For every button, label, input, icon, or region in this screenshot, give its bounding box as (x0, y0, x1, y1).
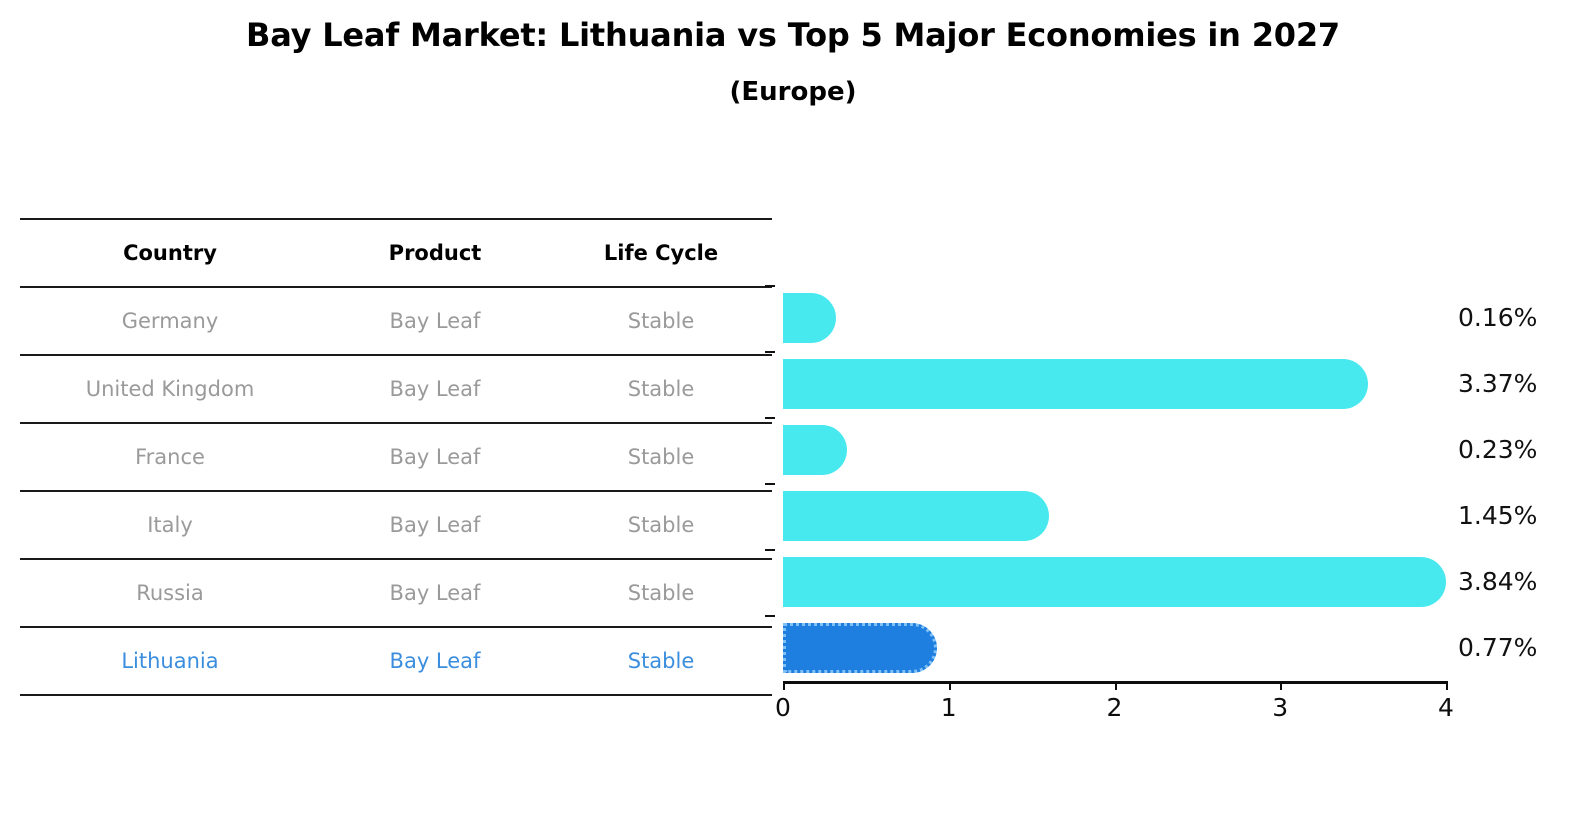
table-row: Russia Bay Leaf Stable (20, 558, 772, 628)
table-cell-product: Bay Leaf (320, 286, 550, 356)
table-cell-life-cycle: Stable (550, 354, 772, 424)
table-cell-life-cycle: Stable (550, 626, 772, 696)
y-axis-tick (765, 483, 775, 485)
table-cell-country: Russia (20, 558, 320, 628)
table-cell-product: Bay Leaf (320, 558, 550, 628)
table-row: Lithuania Bay Leaf Stable (20, 626, 772, 696)
x-axis-tick-label: 0 (775, 693, 791, 722)
column-header-country: Country (20, 218, 320, 288)
y-axis-tick (765, 615, 775, 617)
bar-value-label: 0.77% (1458, 633, 1538, 662)
title-block: Bay Leaf Market: Lithuania vs Top 5 Majo… (0, 12, 1586, 114)
x-axis-tick-label: 3 (1272, 693, 1289, 722)
table-row: Italy Bay Leaf Stable (20, 490, 772, 560)
bar-row (765, 285, 1446, 351)
x-axis-tick-label: 1 (940, 693, 957, 722)
bar-chart-plot-area (765, 285, 1446, 681)
x-axis-tick (783, 681, 785, 690)
table-cell-country: Lithuania (20, 626, 320, 696)
bar-united-kingdom (783, 359, 1368, 409)
y-axis-tick (765, 351, 775, 353)
bar-russia (783, 557, 1446, 607)
table-cell-life-cycle: Stable (550, 286, 772, 356)
x-axis-tick-label: 4 (1438, 693, 1454, 722)
x-axis-tick (1114, 681, 1117, 690)
bar-row (765, 417, 1446, 483)
table-row: United Kingdom Bay Leaf Stable (20, 354, 772, 424)
table-row: France Bay Leaf Stable (20, 422, 772, 492)
bar-value-label: 0.16% (1458, 303, 1538, 332)
data-table-container: Country Product Life Cycle Germany Bay Le… (20, 218, 772, 696)
table-cell-country: France (20, 422, 320, 492)
table-cell-life-cycle: Stable (550, 558, 772, 628)
page-title: Bay Leaf Market: Lithuania vs Top 5 Majo… (246, 16, 1340, 54)
table-cell-product: Bay Leaf (320, 490, 550, 560)
x-axis: 0 1 2 3 4 (775, 681, 1454, 725)
bar-row (765, 615, 1446, 681)
bar-italy (783, 491, 1050, 541)
x-axis-tick (1446, 681, 1448, 690)
bar-france (783, 425, 848, 475)
bar-row (765, 549, 1446, 615)
x-axis-tick-label: 2 (1106, 693, 1123, 722)
table-cell-country: Italy (20, 490, 320, 560)
table-body: Germany Bay Leaf Stable United Kingdom Bay L… (20, 286, 772, 696)
table-cell-life-cycle: Stable (550, 422, 772, 492)
table-cell-product: Bay Leaf (320, 422, 550, 492)
x-axis-tick (948, 681, 951, 690)
table-cell-country: United Kingdom (20, 354, 320, 424)
table-cell-country: Germany (20, 286, 320, 356)
bar-value-label: 3.37% (1458, 369, 1538, 398)
bar-germany (783, 293, 836, 343)
table-cell-life-cycle: Stable (550, 490, 772, 560)
y-axis-tick (765, 417, 775, 419)
bar-row (765, 483, 1446, 549)
value-label-column: 0.16% 3.37% 0.23% 1.45% 3.84% 0.77% (1458, 285, 1578, 681)
column-header-product: Product (320, 218, 550, 288)
y-axis-tick (765, 285, 775, 287)
data-table: Country Product Life Cycle Germany Bay Le… (20, 218, 772, 696)
x-axis-tick (1280, 681, 1283, 690)
table-row: Germany Bay Leaf Stable (20, 286, 772, 356)
bar-value-label: 3.84% (1458, 567, 1538, 596)
bar-value-label: 1.45% (1458, 501, 1538, 530)
column-header-life-cycle: Life Cycle (550, 218, 772, 288)
page-subtitle: (Europe) (729, 77, 857, 107)
table-header-row: Country Product Life Cycle (20, 218, 772, 288)
bar-value-label: 0.23% (1458, 435, 1538, 464)
bar-row (765, 351, 1446, 417)
table-cell-product: Bay Leaf (320, 626, 550, 696)
y-axis-tick (765, 549, 775, 551)
bar-lithuania (783, 623, 937, 673)
table-cell-product: Bay Leaf (320, 354, 550, 424)
